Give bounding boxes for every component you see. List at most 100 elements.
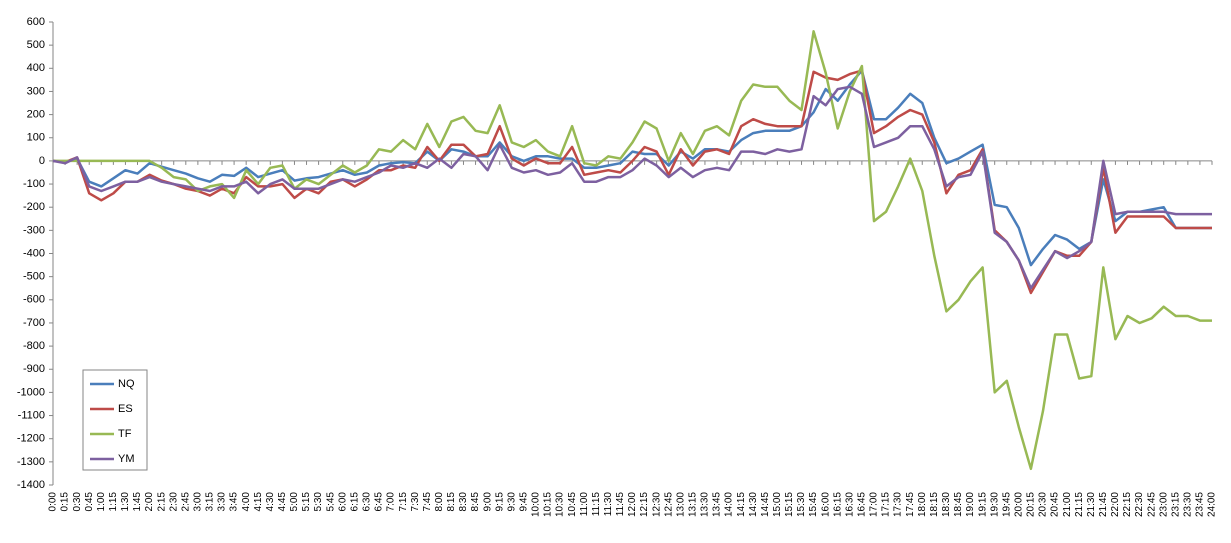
x-tick-label: 1:00	[96, 492, 107, 512]
x-tick-label: 11:30	[603, 492, 614, 517]
x-tick-label: 12:30	[651, 492, 662, 517]
x-tick-label: 3:15	[205, 492, 216, 512]
x-tick-label: 4:15	[253, 492, 264, 512]
x-tick-label: 6:00	[337, 492, 348, 512]
y-tick-label: -300	[23, 224, 45, 236]
x-tick-label: 5:45	[325, 492, 336, 512]
x-tick-label: 17:00	[869, 492, 880, 517]
x-tick-label: 1:30	[120, 492, 131, 512]
x-tick-label: 10:00	[531, 492, 542, 517]
x-tick-label: 23:00	[1158, 492, 1169, 517]
x-tick-label: 8:00	[434, 492, 445, 512]
x-tick-label: 13:00	[675, 492, 686, 517]
x-tick-label: 24:00	[1207, 492, 1218, 517]
y-tick-label: -800	[23, 340, 45, 352]
x-tick-label: 21:15	[1074, 492, 1085, 517]
x-tick-label: 11:15	[591, 492, 602, 517]
x-tick-label: 8:30	[458, 492, 469, 512]
x-tick-label: 9:45	[518, 492, 529, 512]
legend-label: ES	[118, 403, 133, 415]
legend-label: NQ	[118, 378, 135, 390]
x-tick-label: 15:15	[784, 492, 795, 517]
y-tick-label: -900	[23, 363, 45, 375]
x-tick-label: 13:15	[688, 492, 699, 517]
y-tick-label: -500	[23, 271, 45, 283]
x-tick-label: 2:15	[156, 492, 167, 512]
x-tick-label: 6:45	[374, 492, 385, 512]
x-tick-label: 8:15	[446, 492, 457, 512]
x-tick-label: 2:45	[180, 492, 191, 512]
legend: NQ ES TF YM	[82, 369, 148, 471]
x-tick-label: 6:15	[349, 492, 360, 512]
x-tick-label: 18:15	[929, 492, 940, 517]
y-tick-label: -400	[23, 247, 45, 259]
x-tick-label: 8:45	[470, 492, 481, 512]
x-tick-label: 4:00	[241, 492, 252, 512]
x-tick-label: 11:00	[579, 492, 590, 517]
x-tick-label: 21:45	[1098, 492, 1109, 517]
x-tick-label: 18:45	[953, 492, 964, 517]
x-tick-label: 2:30	[168, 492, 179, 512]
series-line	[53, 30, 1212, 471]
x-tick-label: 14:45	[760, 492, 771, 517]
y-tick-label: -1100	[18, 409, 45, 421]
x-tick-label: 12:45	[663, 492, 674, 517]
y-tick-label: 200	[27, 109, 45, 121]
x-tick-label: 20:15	[1026, 492, 1037, 517]
x-tick-label: 0:00	[48, 492, 59, 512]
x-tick-label: 9:15	[494, 492, 505, 512]
legend-box	[82, 369, 148, 471]
x-tick-label: 0:45	[84, 492, 95, 512]
x-tick-label: 23:30	[1182, 492, 1193, 517]
x-tick-label: 20:30	[1038, 492, 1049, 517]
series-line	[52, 85, 1212, 290]
x-tick-label: 17:30	[893, 492, 904, 517]
x-tick-label: 22:15	[1122, 492, 1133, 517]
x-tick-label: 23:15	[1170, 492, 1181, 517]
y-tick-label: 100	[27, 132, 45, 144]
x-tick-label: 23:45	[1195, 492, 1206, 517]
x-tick-label: 18:00	[917, 492, 928, 517]
x-tick-label: 13:45	[712, 492, 723, 517]
x-tick-label: 15:45	[808, 492, 819, 517]
x-tick-label: 19:00	[965, 492, 976, 517]
x-tick-label: 14:30	[748, 492, 759, 517]
x-tick-label: 10:15	[543, 492, 554, 517]
series-line	[52, 69, 1212, 267]
x-tick-label: 10:45	[567, 492, 578, 517]
x-tick-label: 21:30	[1086, 492, 1097, 517]
y-tick-label: -200	[23, 201, 45, 213]
x-tick-label: 14:00	[724, 492, 735, 517]
x-tick-label: 1:15	[108, 492, 119, 512]
x-tick-label: 14:15	[736, 492, 747, 517]
x-tick-label: 7:30	[410, 492, 421, 512]
x-tick-label: 21:00	[1062, 492, 1073, 517]
x-tick-label: 0:30	[72, 492, 83, 512]
y-tick-label: -1000	[17, 386, 45, 398]
x-tick-label: 3:45	[229, 492, 240, 512]
x-tick-label: 16:30	[844, 492, 855, 517]
x-tick-label: 18:30	[941, 492, 952, 517]
y-tick-label: 0	[39, 155, 45, 167]
x-tick-label: 11:45	[615, 492, 626, 517]
x-tick-label: 22:45	[1146, 492, 1157, 517]
x-tick-label: 7:00	[386, 492, 397, 512]
x-tick-label: 16:00	[820, 492, 831, 517]
x-tick-label: 16:15	[832, 492, 843, 517]
x-tick-label: 22:00	[1110, 492, 1121, 517]
x-tick-label: 0:15	[60, 492, 71, 512]
x-tick-label: 15:30	[796, 492, 807, 517]
series-line	[52, 69, 1212, 295]
x-tick-label: 7:15	[398, 492, 409, 512]
legend-label: TF	[118, 428, 132, 440]
x-tick-label: 2:00	[144, 492, 155, 512]
x-tick-label: 17:15	[881, 492, 892, 517]
x-tick-label: 12:15	[639, 492, 650, 517]
x-tick-label: 20:00	[1013, 492, 1024, 517]
x-tick-label: 17:45	[905, 492, 916, 517]
x-tick-label: 5:15	[301, 492, 312, 512]
x-tick-label: 16:45	[857, 492, 868, 517]
x-tick-label: 13:30	[700, 492, 711, 517]
y-tick-label: -600	[23, 294, 45, 306]
